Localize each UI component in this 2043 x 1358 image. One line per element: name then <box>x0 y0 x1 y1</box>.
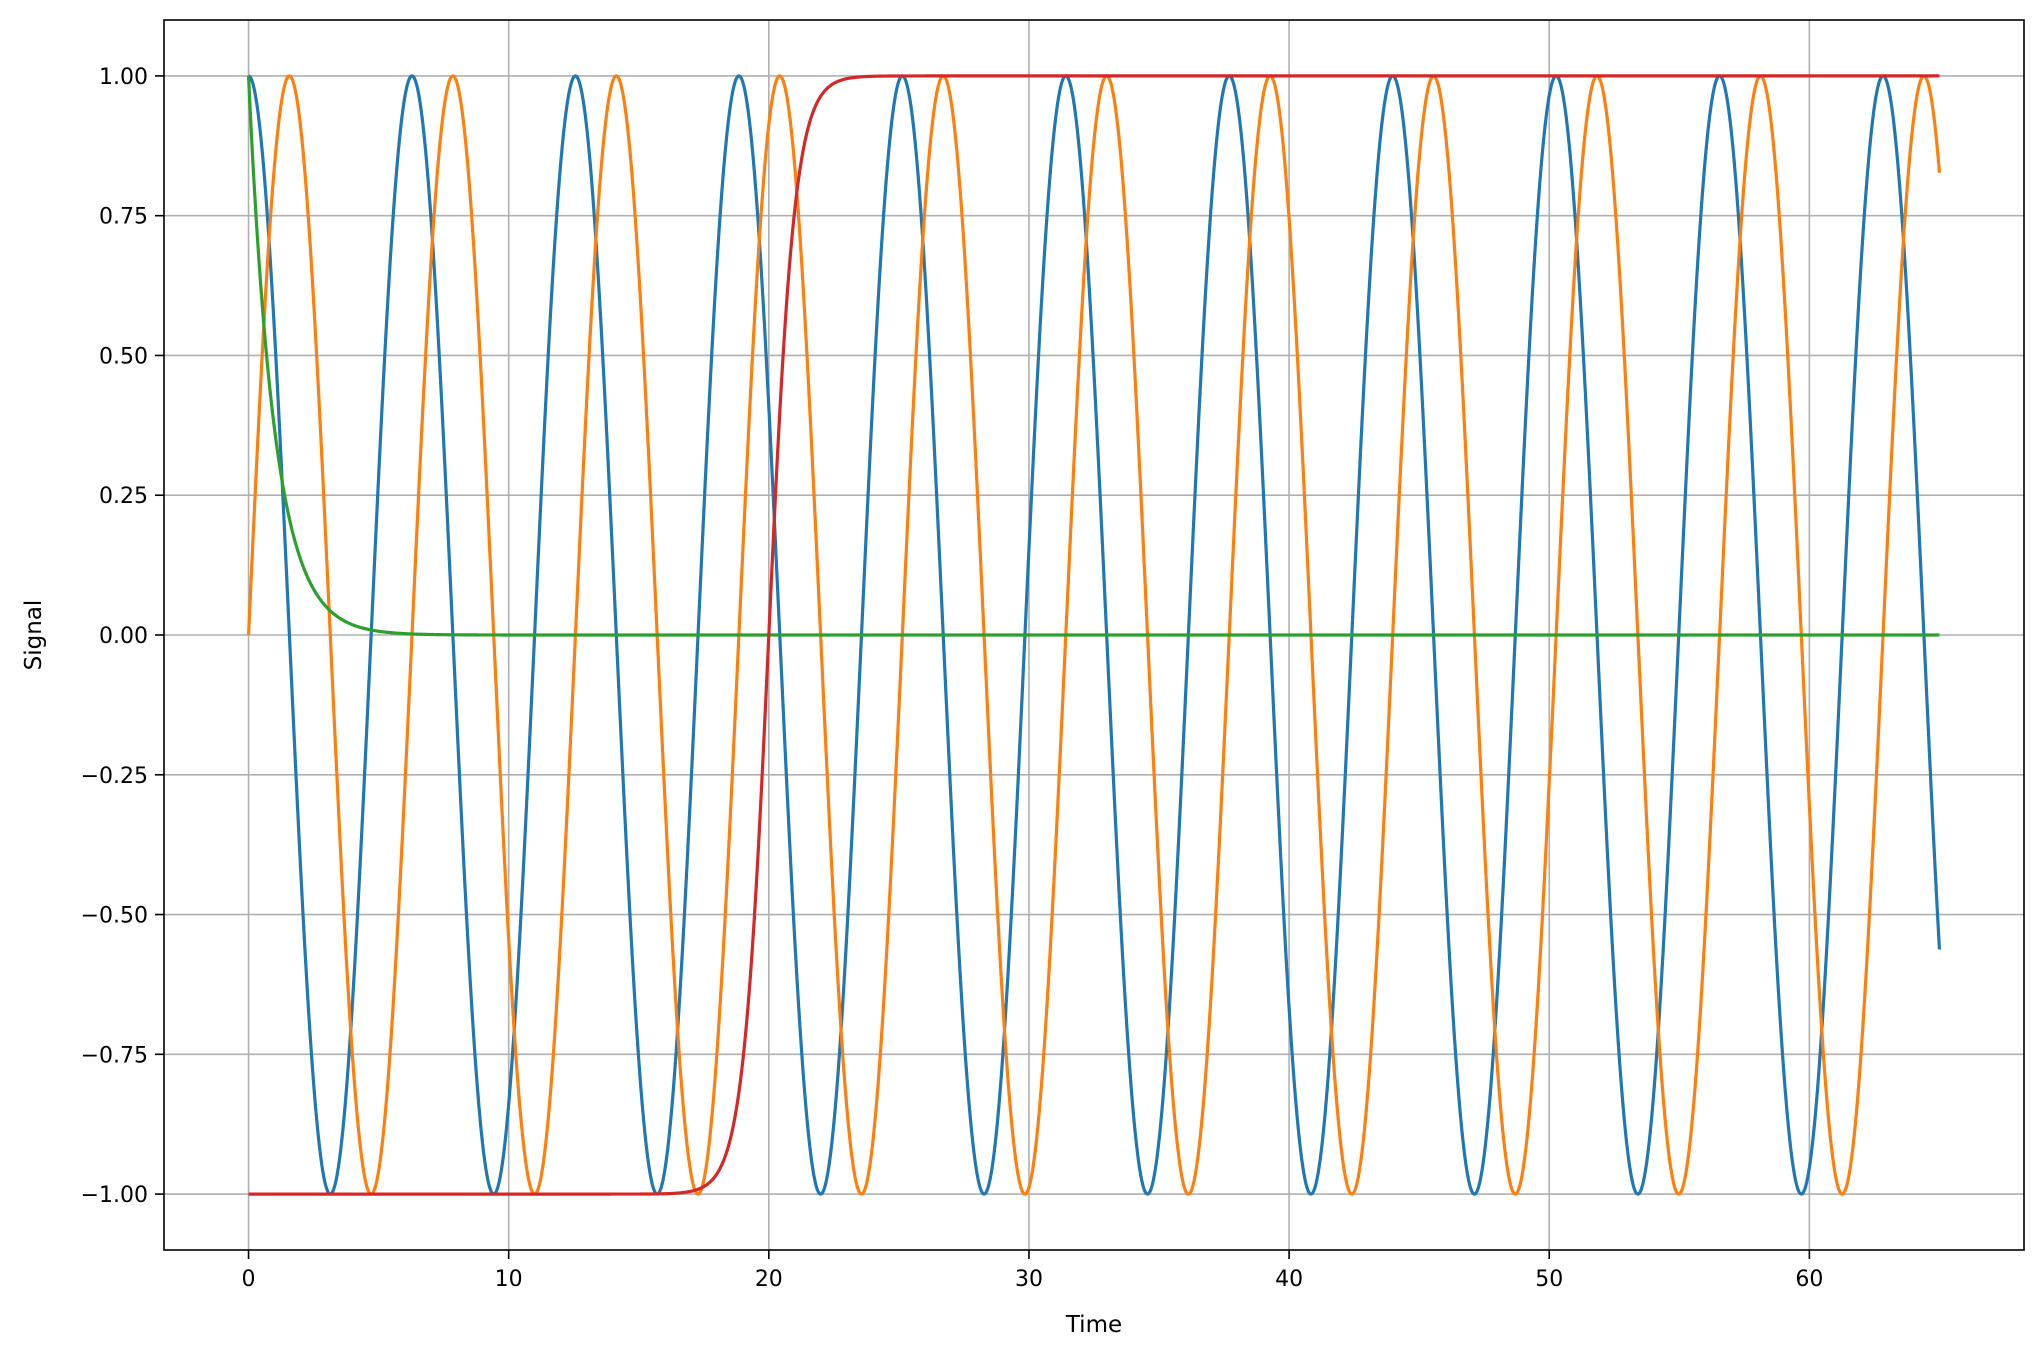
y-tick-label: −0.25 <box>81 764 148 789</box>
y-tick-label: −1.00 <box>81 1183 148 1208</box>
x-tick-label: 50 <box>1535 1267 1563 1292</box>
y-tick-label: 0.50 <box>99 344 148 369</box>
y-axis-label: Signal <box>21 600 47 671</box>
x-tick-label: 20 <box>755 1267 783 1292</box>
y-tick-label: 0.00 <box>99 624 148 649</box>
y-tick-label: −0.50 <box>81 904 148 929</box>
y-tick-label: −0.75 <box>81 1043 148 1068</box>
series-line-2 <box>246 74 1942 1196</box>
y-tick-label: 0.75 <box>99 205 148 230</box>
y-tick-label: 0.25 <box>99 484 148 509</box>
series-line-3 <box>246 75 1941 637</box>
y-tick-label: 1.00 <box>99 65 148 90</box>
x-axis-label: Time <box>1065 1312 1122 1338</box>
x-tick-label: 40 <box>1275 1267 1303 1292</box>
x-tick-label: 10 <box>495 1267 523 1292</box>
x-tick-label: 60 <box>1795 1267 1823 1292</box>
x-tick-label: 0 <box>242 1267 256 1292</box>
series-line-4 <box>247 74 1941 1196</box>
axis-ticks: 0 10 20 30 40 50 60 1.00 0.75 0.50 0.25 0.00 −0.25 −0… <box>81 65 1824 1292</box>
series-lines <box>246 74 1942 1196</box>
x-tick-label: 30 <box>1015 1267 1043 1292</box>
